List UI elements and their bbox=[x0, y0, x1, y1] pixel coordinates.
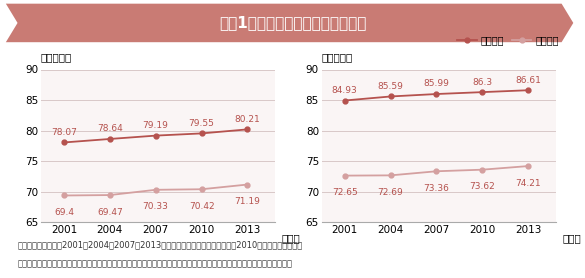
Text: 70.42: 70.42 bbox=[189, 202, 214, 211]
Text: 図袆1　平均寿命と健康寿命の推移: 図袆1 平均寿命と健康寿命の推移 bbox=[219, 16, 366, 30]
Text: （年）女性: （年）女性 bbox=[322, 52, 353, 62]
Text: 73.62: 73.62 bbox=[470, 182, 495, 191]
Text: 72.69: 72.69 bbox=[378, 188, 404, 197]
Text: 78.64: 78.64 bbox=[97, 125, 123, 133]
Text: 70.33: 70.33 bbox=[143, 202, 168, 211]
Text: 72.65: 72.65 bbox=[332, 188, 357, 197]
Text: 80.21: 80.21 bbox=[235, 115, 260, 124]
Text: 86.3: 86.3 bbox=[472, 78, 493, 86]
Text: 71.19: 71.19 bbox=[235, 197, 260, 206]
Text: 85.99: 85.99 bbox=[424, 80, 449, 88]
Text: 86.61: 86.61 bbox=[515, 76, 541, 85]
Text: 74.21: 74.21 bbox=[515, 178, 541, 188]
Text: 73.36: 73.36 bbox=[424, 184, 449, 193]
Text: （年）: （年） bbox=[563, 233, 581, 243]
Text: 79.19: 79.19 bbox=[143, 121, 168, 130]
Text: （年）: （年） bbox=[282, 233, 301, 243]
Text: 出典：平均寿命は、2001、2004、2007、2013年は厚生労働省「簡易生命表」、2010年は「完全生命表」: 出典：平均寿命は、2001、2004、2007、2013年は厚生労働省「簡易生命… bbox=[18, 240, 303, 249]
Legend: 平均寿命, 健康寿命: 平均寿命, 健康寿命 bbox=[453, 31, 563, 49]
Text: 84.93: 84.93 bbox=[332, 86, 357, 95]
Text: 78.07: 78.07 bbox=[51, 128, 77, 137]
Text: 69.4: 69.4 bbox=[54, 208, 74, 217]
Text: （年）男性: （年）男性 bbox=[41, 52, 72, 62]
Text: 健康寿命は、厚生労働科学研究費補助金「健康寿命における将来予測と生活習慣病対策の費用対効果に関する研究」: 健康寿命は、厚生労働科学研究費補助金「健康寿命における将来予測と生活習慣病対策の… bbox=[18, 259, 292, 268]
Text: 85.59: 85.59 bbox=[378, 82, 404, 91]
Text: 69.47: 69.47 bbox=[97, 208, 123, 217]
Polygon shape bbox=[6, 4, 573, 42]
Text: 79.55: 79.55 bbox=[188, 119, 215, 128]
